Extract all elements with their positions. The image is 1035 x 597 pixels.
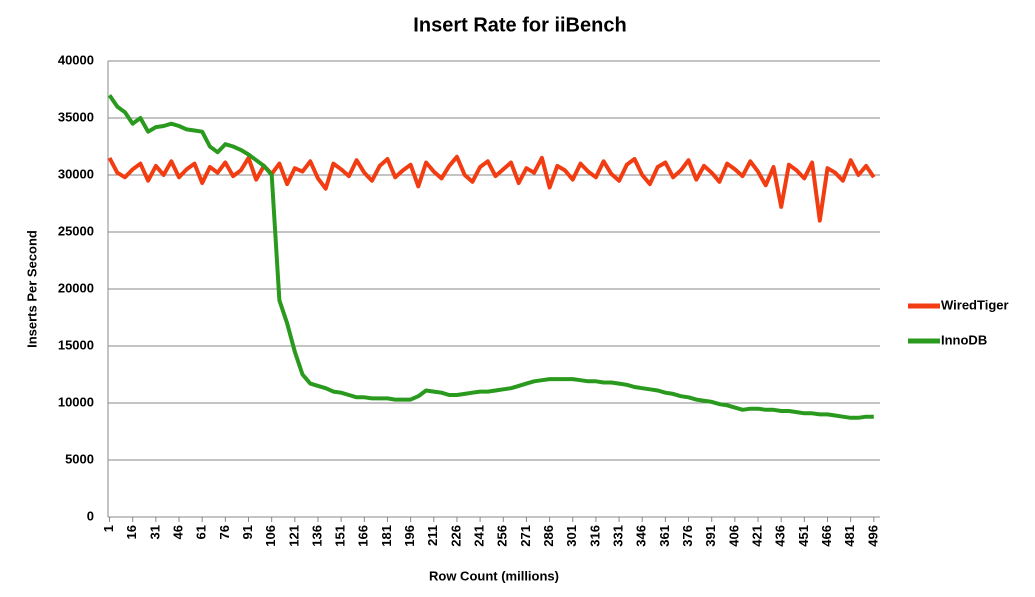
x-tick-label: 16 bbox=[124, 525, 139, 539]
y-tick-label: 25000 bbox=[58, 223, 94, 238]
x-tick-label: 76 bbox=[217, 525, 232, 539]
x-tick-label: 481 bbox=[842, 525, 857, 547]
x-tick-label: 46 bbox=[170, 525, 185, 539]
x-tick-label: 316 bbox=[587, 525, 602, 547]
x-tick-label: 286 bbox=[541, 525, 556, 547]
y-tick-label: 0 bbox=[87, 508, 94, 523]
x-tick-label: 181 bbox=[379, 525, 394, 547]
y-tick-label: 5000 bbox=[65, 451, 94, 466]
x-tick-label: 166 bbox=[356, 525, 371, 547]
x-tick-label: 466 bbox=[819, 525, 834, 547]
series-line bbox=[107, 94, 874, 420]
x-tick-label: 331 bbox=[611, 525, 626, 547]
x-tick-label: 211 bbox=[425, 525, 440, 546]
y-tick-label: 20000 bbox=[58, 280, 94, 295]
x-tick-label: 121 bbox=[286, 525, 301, 547]
x-tick-label: 346 bbox=[634, 525, 649, 547]
x-tick-label: 406 bbox=[726, 525, 741, 547]
x-tick-label: 436 bbox=[773, 525, 788, 547]
x-axis-label: Row Count (millions) bbox=[429, 568, 559, 583]
x-tick-label: 31 bbox=[147, 525, 162, 539]
series-line bbox=[107, 154, 876, 223]
x-tick-label: 271 bbox=[518, 525, 533, 547]
x-tick-label: 226 bbox=[448, 525, 463, 547]
y-tick-label: 10000 bbox=[58, 394, 94, 409]
x-tick-label: 136 bbox=[309, 525, 324, 547]
x-tick-label: 256 bbox=[495, 525, 510, 547]
legend-label: WiredTiger bbox=[941, 297, 1009, 312]
legend-label: InnoDB bbox=[941, 332, 987, 347]
y-tick-label: 30000 bbox=[58, 166, 94, 181]
x-tick-label: 61 bbox=[194, 525, 209, 539]
x-tick-label: 301 bbox=[564, 525, 579, 547]
x-tick-label: 196 bbox=[402, 525, 417, 547]
x-tick-label: 106 bbox=[263, 525, 278, 547]
x-tick-label: 391 bbox=[703, 525, 718, 547]
x-tick-label: 241 bbox=[472, 525, 487, 547]
y-tick-label: 40000 bbox=[58, 52, 94, 67]
chart-title: Insert Rate for iiBench bbox=[413, 14, 626, 36]
y-tick-label: 15000 bbox=[58, 337, 94, 352]
x-tick-label: 451 bbox=[796, 525, 811, 547]
y-tick-label: 35000 bbox=[58, 109, 94, 124]
y-axis-label: Inserts Per Second bbox=[24, 230, 39, 348]
x-tick-label: 376 bbox=[680, 525, 695, 547]
x-tick-label: 151 bbox=[333, 525, 348, 547]
x-tick-label: 1 bbox=[101, 525, 116, 532]
x-tick-label: 361 bbox=[657, 525, 672, 547]
x-tick-label: 91 bbox=[240, 525, 255, 539]
x-tick-label: 496 bbox=[865, 525, 880, 547]
x-tick-label: 421 bbox=[749, 525, 764, 547]
